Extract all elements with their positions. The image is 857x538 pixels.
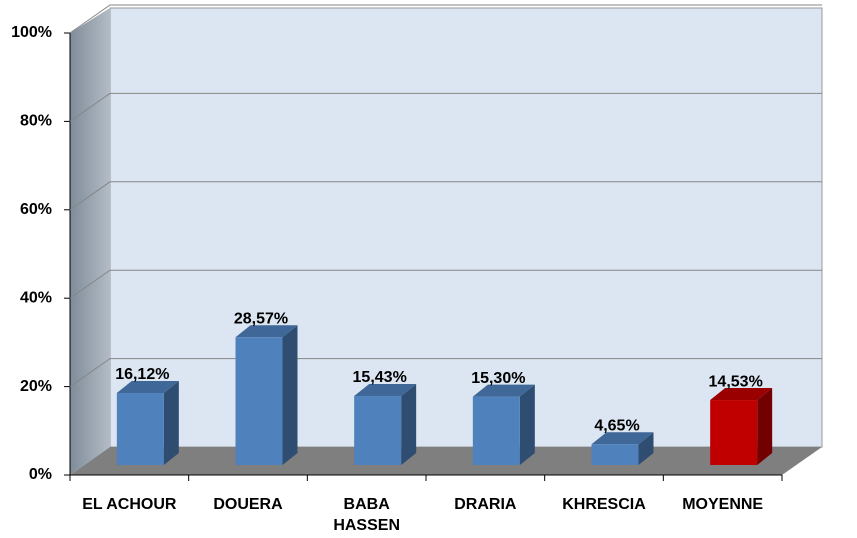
grid-line <box>69 269 822 299</box>
bar <box>235 337 283 465</box>
y-tick-label: 60% <box>20 201 52 218</box>
grid-line <box>69 4 822 34</box>
bar-top <box>235 325 298 338</box>
data-label: 15,30% <box>471 370 525 387</box>
bar-top <box>591 432 654 445</box>
bar-top <box>710 388 773 401</box>
grid-line <box>69 181 822 211</box>
side-wall <box>70 8 110 475</box>
floor <box>70 447 822 475</box>
bar-side <box>519 384 535 465</box>
y-tick-label: 20% <box>20 378 52 395</box>
bar-side <box>163 380 179 465</box>
data-label: 4,65% <box>594 417 639 434</box>
bar <box>354 396 402 465</box>
x-tick-label: DRARIA <box>454 496 517 513</box>
bar-top <box>472 384 535 397</box>
bar-top <box>354 384 417 397</box>
x-tick-label: KHRESCIA <box>562 496 646 513</box>
y-tick-label: 100% <box>11 24 52 41</box>
x-tick-label: EL ACHOUR <box>82 496 177 513</box>
bar <box>710 400 758 465</box>
y-tick-label: 0% <box>29 466 52 483</box>
bar-side <box>282 325 298 465</box>
y-tick-label: 40% <box>20 289 52 306</box>
bar-side <box>401 384 417 465</box>
bar <box>591 444 639 465</box>
x-tick-label: DOUERA <box>213 496 283 513</box>
bar-side <box>638 432 654 465</box>
grid-line <box>69 92 822 122</box>
bar <box>472 396 520 465</box>
data-label: 15,43% <box>353 369 407 386</box>
y-tick-label: 80% <box>20 113 52 130</box>
bar-top <box>116 380 179 393</box>
bar-side <box>757 388 773 465</box>
grid-line <box>69 358 822 388</box>
x-tick-label: BABA HASSEN <box>333 496 400 534</box>
x-tick-label: MOYENNE <box>682 496 764 513</box>
data-label: 16,12% <box>115 366 169 383</box>
data-label: 28,57% <box>234 311 288 328</box>
bar <box>116 392 164 465</box>
data-label: 14,53% <box>709 373 763 390</box>
